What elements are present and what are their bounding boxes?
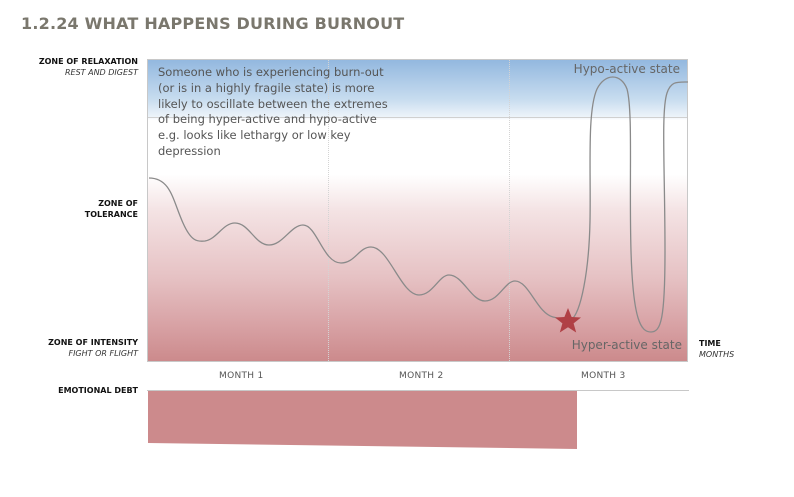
- stress-curve: [148, 76, 689, 333]
- time-axis-sub: MONTHS: [699, 350, 735, 359]
- zone-tolerance-label: ZONE OF TOLERANCE: [85, 199, 138, 220]
- zone-intensity-title: ZONE OF INTENSITY: [48, 338, 138, 347]
- x-tick-month-1: MONTH 1: [219, 371, 264, 381]
- hypo-active-label: Hypo-active state: [573, 62, 680, 76]
- zone-intensity-sub: FIGHT OR FLIGHT: [68, 348, 138, 358]
- month-divider-2: [509, 60, 510, 361]
- zone-tolerance-line1: ZONE OF: [98, 199, 138, 208]
- page-title: 1.2.24 WHAT HAPPENS DURING BURNOUT: [21, 14, 405, 33]
- x-tick-month-3: MONTH 3: [581, 371, 626, 381]
- star-icon: [555, 308, 581, 333]
- zone-relaxation-label: ZONE OF RELAXATION REST AND DIGEST: [39, 57, 138, 78]
- emotional-debt-title: EMOTIONAL DEBT: [58, 386, 138, 395]
- x-axis-line: [147, 390, 689, 391]
- x-tick-month-2: MONTH 2: [399, 371, 444, 381]
- time-axis-title: TIME: [699, 339, 721, 348]
- relaxation-divider: [148, 117, 687, 118]
- zone-intensity-label: ZONE OF INTENSITY FIGHT OR FLIGHT: [48, 338, 138, 359]
- description-text: Someone who is experiencing burn-out (or…: [158, 65, 388, 158]
- time-axis-label: TIME MONTHS: [699, 338, 734, 360]
- hyper-active-label: Hyper-active state: [571, 338, 682, 352]
- zone-tolerance-line2: TOLERANCE: [84, 209, 138, 219]
- zone-chart: Someone who is experiencing burn-out (or…: [147, 59, 689, 362]
- zone-relaxation-sub: REST AND DIGEST: [64, 67, 138, 77]
- zone-relaxation-title: ZONE OF RELAXATION: [38, 57, 138, 66]
- emotional-debt-label: EMOTIONAL DEBT: [58, 386, 138, 397]
- month-divider-1: [328, 60, 329, 361]
